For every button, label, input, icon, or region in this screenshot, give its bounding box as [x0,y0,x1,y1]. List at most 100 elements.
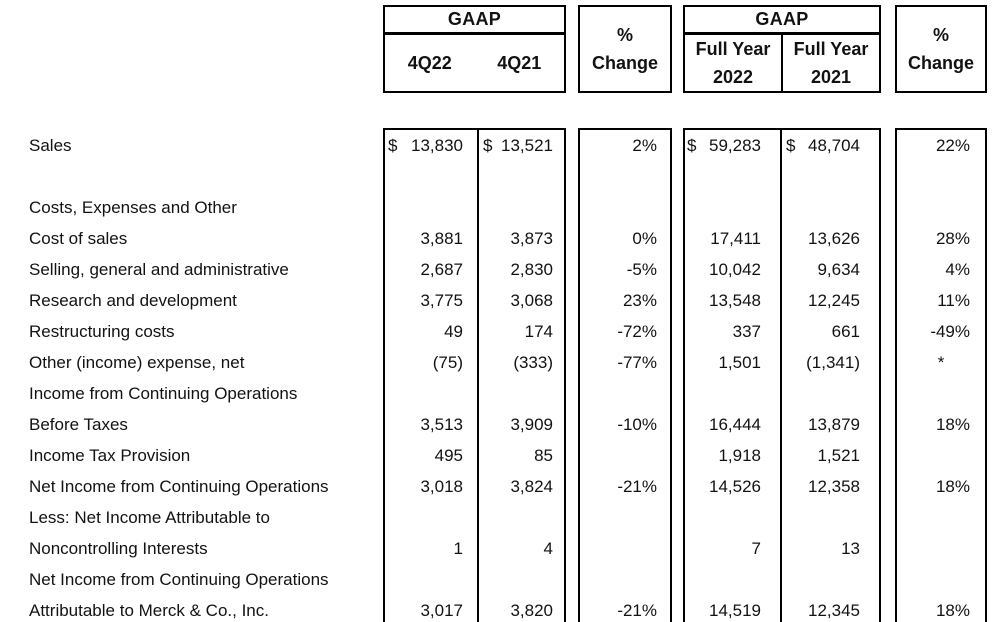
currency-symbol: $ [388,135,398,155]
row-label: Cost of sales [29,228,128,248]
cell-4q21: 3,824 [510,476,553,496]
cell-4q22: 495 [434,445,463,465]
cell-fy2021: 12,245 [808,290,860,310]
cell-fy2021: 1,521 [817,445,860,465]
cell-4q21: (333) [513,352,553,372]
cell-4q21: 4 [543,538,553,558]
row-label: Net Income from Continuing Operations [29,569,329,589]
row-label [29,161,381,192]
cell-fy2021: 13,879 [808,414,860,434]
row-label: Sales [29,135,72,155]
column-header-fullyear-2022: Full Year 2022 [695,39,771,87]
cell-fy2022: 337 [732,321,761,341]
cell-4q21: 3,068 [510,290,553,310]
row-label: Restructuring costs [29,321,175,341]
cell-pct-change-q: -21% [617,600,657,620]
table-row-net-income-continuing-ops: Net Income from Continuing Operations 3,… [0,471,1008,502]
cell-fy2021: 13,626 [808,228,860,248]
cell-4q22: 3,513 [420,414,463,434]
table-row-sga: Selling, general and administrative 2,68… [0,254,1008,285]
cell-pct-change-fy: 28% [935,228,970,248]
table-row-before-taxes: Before Taxes 3,513 3,909 -10% 16,444 13,… [0,409,1008,440]
currency-symbol: $ [786,135,796,155]
header-pct-change-fullyear: % Change [895,5,987,93]
pct-change-quarterly-label: % Change [591,25,658,73]
column-header-4q22: 4Q22 [407,52,452,73]
table-row-rnd: Research and development 3,775 3,068 23%… [0,285,1008,316]
cell-fy2022: 17,411 [710,228,761,248]
row-label: Attributable to Merck & Co., Inc. [29,600,269,620]
row-label: Income Tax Provision [29,445,191,465]
cell-4q21: 3,909 [510,414,553,434]
table-row-sales: Sales $13,830 $13,521 2% $59,283 $48,704… [0,130,1008,161]
cell-pct-change-fy: 22% [935,135,970,155]
gaap-quarterly-heading: GAAP [385,7,564,35]
cell-4q21: 85 [534,445,553,465]
cell-4q22: 3,775 [420,290,463,310]
cell-pct-change-fy: -49% [930,321,970,341]
table-row-less-net-income-attributable: Less: Net Income Attributable to [0,502,1008,533]
cell-4q21: 13,521 [501,135,553,155]
header-group-gaap-fullyear: GAAP Full Year 2022 Full Year 2021 [683,5,881,93]
cell-pct-change-q: -72% [617,321,657,341]
row-label: Costs, Expenses and Other [29,197,237,217]
row-label: Research and development [29,290,237,310]
row-label: Less: Net Income Attributable to [29,507,270,527]
header-group-gaap-quarterly: GAAP 4Q22 4Q21 [383,5,566,93]
cell-pct-change-fy: 11% [937,290,970,310]
cell-pct-change-fy-asterisk: * [937,352,945,372]
cell-pct-change-fy: 18% [935,600,970,620]
row-label: Other (income) expense, net [29,352,245,372]
cell-4q22: 49 [444,321,463,341]
cell-4q22: 3,881 [420,228,463,248]
row-label: Before Taxes [29,414,128,434]
cell-pct-change-q: 2% [632,135,657,155]
table-row-net-income-continuing-ops-header2: Net Income from Continuing Operations [0,564,1008,595]
cell-fy2022: 14,519 [709,600,761,620]
cell-fy2022: 1,501 [718,352,761,372]
cell-4q21: 174 [524,321,553,341]
cell-fy2021: 9,634 [817,259,860,279]
cell-fy2022: 1,918 [718,445,761,465]
table-row-noncontrolling-interests: Noncontrolling Interests 1 4 7 13 [0,533,1008,564]
table-row-restructuring: Restructuring costs 49 174 -72% 337 661 … [0,316,1008,347]
row-label: Income from Continuing Operations [29,383,298,403]
cell-4q22: 3,017 [420,600,463,620]
table-row-income-tax-provision: Income Tax Provision 495 85 1,918 1,521 [0,440,1008,471]
cell-pct-change-q: -21% [617,476,657,496]
table-row-blank [0,161,1008,192]
table-row-costs-expenses-header: Costs, Expenses and Other [0,192,1008,223]
cell-pct-change-q: 23% [622,290,657,310]
row-label: Noncontrolling Interests [29,538,208,558]
cell-fy2021: 661 [831,321,860,341]
cell-fy2021: 12,345 [808,600,860,620]
pct-change-fullyear-label: % Change [907,25,974,73]
cell-4q22: (75) [432,352,463,372]
table-row-other-income-expense: Other (income) expense, net (75) (333) -… [0,347,1008,378]
cell-pct-change-fy: 4% [945,259,970,279]
cell-4q21: 3,873 [510,228,553,248]
cell-pct-change-q: 0% [632,228,657,248]
cell-fy2021: 13 [841,538,860,558]
cell-fy2021: (1,341) [806,352,860,372]
cell-fy2022: 10,042 [709,259,761,279]
cell-4q22: 1 [453,538,463,558]
cell-pct-change-q: -5% [626,259,657,279]
cell-4q22: 13,830 [411,135,463,155]
cell-fy2022: 13,548 [709,290,761,310]
cell-fy2021: 12,358 [808,476,860,496]
cell-pct-change-q: -77% [617,352,657,372]
table-row-attributable-to-merck: Attributable to Merck & Co., Inc. 3,017 … [0,595,1008,622]
table-row-income-continuing-ops-header: Income from Continuing Operations [0,378,1008,409]
cell-4q21: 3,820 [510,600,553,620]
cell-fy2022: 16,444 [709,414,761,434]
row-label: Net Income from Continuing Operations [29,476,329,496]
currency-symbol: $ [483,135,493,155]
cell-pct-change-q: -10% [617,414,657,434]
column-header-fullyear-2021: Full Year 2021 [781,35,879,91]
cell-fy2022: 14,526 [709,476,761,496]
cell-fy2022: 7 [751,538,761,558]
currency-symbol: $ [687,135,697,155]
column-header-4q21: 4Q21 [497,52,542,73]
